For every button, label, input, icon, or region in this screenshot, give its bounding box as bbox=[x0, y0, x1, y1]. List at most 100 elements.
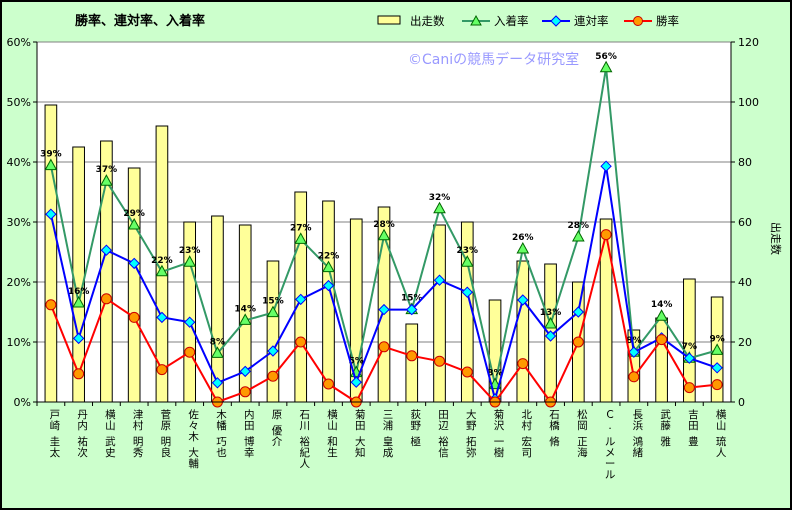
point bbox=[628, 371, 640, 383]
y-right-tick-label: 60 bbox=[738, 216, 752, 229]
point bbox=[322, 260, 335, 273]
point bbox=[295, 336, 307, 348]
point bbox=[266, 305, 280, 318]
bar bbox=[127, 167, 141, 403]
data-label: 56% bbox=[595, 52, 617, 62]
point bbox=[239, 365, 251, 378]
point bbox=[100, 293, 112, 305]
point bbox=[683, 352, 696, 364]
point bbox=[600, 160, 612, 172]
y-left-tick-label: 20% bbox=[7, 276, 31, 289]
x-tick-label: 長浜 鴻緒 bbox=[633, 409, 644, 459]
y-right-tick-label: 20 bbox=[738, 336, 752, 349]
legend-label: 入着率 bbox=[494, 14, 529, 28]
legend-label: 出走数 bbox=[410, 14, 445, 28]
x-tick-label: 木幡 巧也 bbox=[216, 409, 227, 459]
point bbox=[655, 309, 668, 321]
data-label: 8% bbox=[210, 337, 225, 347]
y-left-tick-label: 10% bbox=[7, 336, 31, 349]
point bbox=[711, 379, 723, 391]
point bbox=[155, 264, 169, 277]
point bbox=[211, 377, 224, 389]
x-tick-label: 菊沢 一樹 bbox=[494, 409, 505, 459]
point bbox=[322, 279, 335, 292]
point bbox=[683, 382, 695, 394]
point bbox=[460, 255, 474, 267]
x-tick-label: 戸崎 圭太 bbox=[50, 409, 61, 459]
x-tick-label: 津村 明秀 bbox=[133, 409, 144, 459]
point bbox=[656, 334, 668, 346]
x-tick-label: 三浦 皇成 bbox=[383, 409, 394, 459]
x-tick-label: 内田 博幸 bbox=[244, 408, 255, 459]
bar bbox=[433, 224, 446, 403]
point bbox=[433, 274, 446, 286]
data-label: 23% bbox=[457, 246, 479, 256]
x-tick-label: 田辺 裕信 bbox=[438, 409, 449, 459]
data-label: 27% bbox=[290, 223, 312, 233]
point bbox=[45, 208, 57, 220]
point bbox=[461, 366, 473, 378]
point bbox=[434, 355, 446, 367]
data-label: 14% bbox=[651, 300, 673, 310]
x-tick-label: 荻野 極 bbox=[411, 409, 422, 448]
point bbox=[156, 311, 168, 324]
point bbox=[406, 303, 418, 316]
data-label: 3% bbox=[487, 369, 502, 379]
y-left-tick-label: 30% bbox=[7, 216, 31, 229]
x-tick-label: 石川 裕紀人 bbox=[299, 409, 310, 470]
x-tick-label: 横山 琉人 bbox=[716, 408, 727, 459]
point bbox=[517, 358, 529, 370]
point bbox=[184, 346, 196, 358]
legend-marker bbox=[633, 16, 643, 26]
y-right-tick-label: 40 bbox=[738, 276, 752, 289]
axes: 0% 10% 20% 30% 40% 50% 60% 0 20 40 60 80 100 120 戸崎 圭太… bbox=[7, 36, 759, 481]
legend-label: 勝率 bbox=[656, 14, 679, 28]
y-right-tick-label: 0 bbox=[738, 396, 745, 409]
data-label: 5% bbox=[349, 357, 364, 367]
point bbox=[322, 378, 334, 390]
point bbox=[239, 386, 251, 398]
point bbox=[600, 229, 612, 241]
data-label: 8% bbox=[626, 336, 641, 346]
point bbox=[378, 303, 390, 316]
point bbox=[599, 60, 613, 73]
point bbox=[100, 174, 113, 186]
point bbox=[378, 341, 390, 353]
point bbox=[211, 346, 224, 358]
point bbox=[267, 370, 279, 382]
legend-marker bbox=[550, 15, 562, 27]
data-label: 23% bbox=[179, 246, 201, 256]
bar bbox=[655, 317, 668, 403]
data-label: 22% bbox=[318, 252, 340, 262]
y-left-tick-label: 0% bbox=[14, 396, 31, 409]
data-label: 28% bbox=[568, 221, 590, 231]
x-tick-label: 武藤 雅 bbox=[660, 408, 671, 448]
point bbox=[572, 306, 585, 318]
point bbox=[433, 201, 446, 214]
data-label: 15% bbox=[262, 297, 284, 307]
legend-label: 連対率 bbox=[574, 14, 609, 28]
point bbox=[156, 364, 168, 376]
data-label: 37% bbox=[96, 165, 118, 175]
point bbox=[72, 295, 85, 308]
point bbox=[238, 313, 252, 325]
x-tick-label: 石橋 脩 bbox=[549, 409, 560, 448]
y-left-tick-label: 40% bbox=[7, 156, 31, 169]
point bbox=[572, 336, 584, 348]
x-tick-label: 丹内 祐次 bbox=[77, 409, 88, 459]
x-tick-label: 北村 宏司 bbox=[522, 409, 533, 459]
line-series: 39% 16% 37% 29% 22% 23% 8% 14% 15% 27% 22% 5% 28% 15%… bbox=[40, 52, 725, 408]
point bbox=[128, 311, 140, 323]
y-left-tick-label: 50% bbox=[7, 96, 31, 109]
point bbox=[183, 255, 197, 267]
data-label: 14% bbox=[234, 304, 256, 314]
data-label: 13% bbox=[540, 308, 562, 318]
data-label: 39% bbox=[40, 150, 62, 160]
point bbox=[100, 244, 113, 256]
legend-marker bbox=[470, 14, 482, 26]
y-right-tick-label: 100 bbox=[738, 96, 759, 109]
bar bbox=[516, 260, 530, 403]
legend: 出走数 入着率 連対率 勝率 bbox=[377, 14, 679, 28]
y-right-tick-label: 120 bbox=[738, 36, 759, 49]
